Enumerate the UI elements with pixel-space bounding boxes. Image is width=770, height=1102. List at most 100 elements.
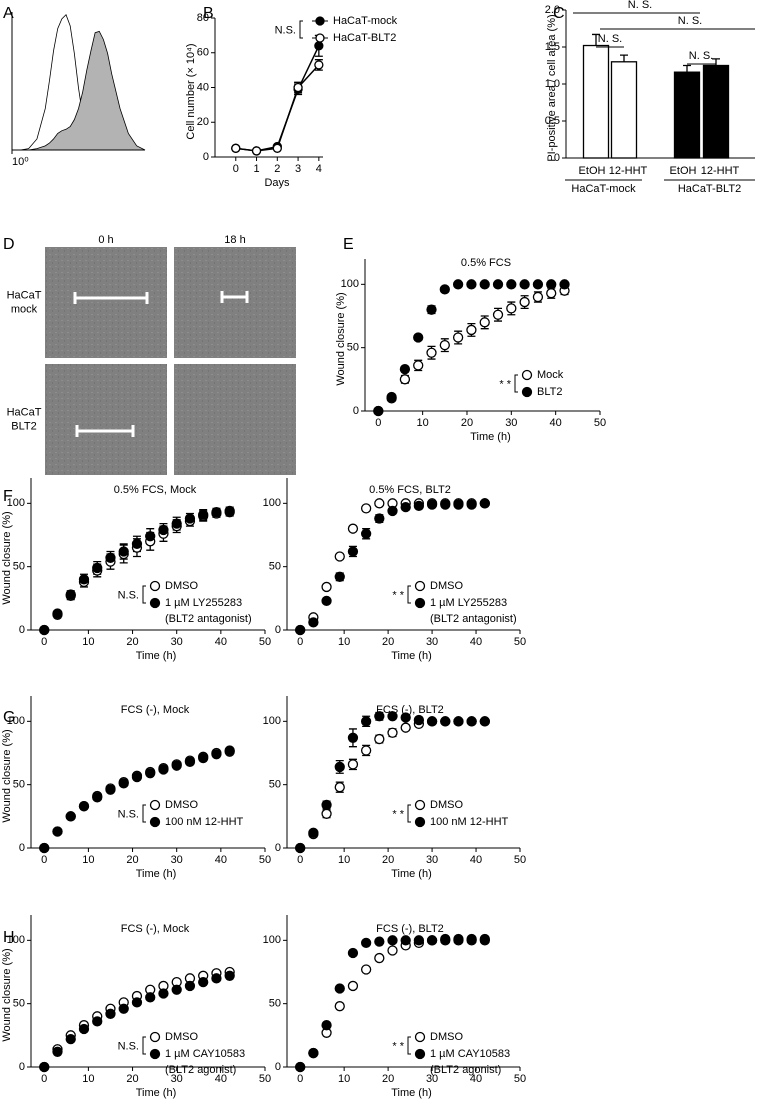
x-tick-label: 20 (382, 1073, 394, 1085)
y-tick-label: 50 (269, 998, 281, 1010)
comparison-label: N. S. (628, 0, 652, 11)
y-tick-label: 100 (263, 497, 281, 509)
x-tick-label: 20 (461, 417, 473, 429)
data-point (532, 291, 544, 303)
row-label: HaCaT (7, 289, 42, 301)
data-point (413, 935, 425, 946)
x-axis-label: Time (h) (391, 868, 432, 880)
data-point (479, 498, 490, 509)
y-tick-label: 0 (19, 624, 25, 636)
y-tick-label: 0 (19, 1061, 25, 1073)
x-tick-label: 50 (259, 1073, 271, 1085)
x-tick-label: 10 (338, 636, 350, 648)
data-point (453, 499, 464, 510)
data-point (321, 581, 332, 593)
data-point (314, 60, 324, 70)
data-point (105, 552, 116, 563)
x-tick-label: 30 (426, 854, 438, 866)
data-point (65, 811, 76, 822)
scale-bar (220, 291, 249, 303)
legend-label: 100 nM 12-HHT (165, 816, 244, 828)
x-axis-label: Time (h) (136, 650, 177, 662)
data-point (171, 760, 182, 771)
data-point (65, 1033, 76, 1045)
legend-marker (149, 799, 161, 811)
data-point (334, 571, 345, 582)
scale-bar (73, 292, 149, 304)
y-tick-label: 0 (275, 1061, 281, 1073)
data-point (399, 374, 411, 385)
x-tick-label: 20 (126, 1073, 138, 1085)
x-tick-label: 20 (126, 854, 138, 866)
data-point (399, 364, 411, 375)
histogram-curve (12, 30, 146, 151)
y-axis-label: Cell number (× 10⁴) (185, 43, 197, 139)
data-point (78, 801, 90, 812)
legend-bracket (142, 804, 146, 823)
x-tick-label: 30 (505, 417, 517, 429)
chart-title: FCS (-), Mock (121, 923, 190, 935)
data-point (532, 279, 544, 290)
x-tick-label: 40 (215, 1073, 227, 1085)
x-tick-label: 0 (375, 417, 381, 429)
data-point (224, 970, 235, 981)
x-axis-label: Time (h) (136, 868, 177, 880)
significance: * * (392, 589, 404, 601)
category-label: EtOH (670, 165, 697, 177)
y-tick-label: 100 (263, 715, 281, 727)
data-point (426, 716, 438, 727)
data-point (321, 799, 332, 811)
data-point (386, 391, 397, 403)
legend-marker (414, 1031, 426, 1043)
data-point (145, 531, 156, 542)
chart-title: 0.5% FCS (461, 257, 511, 269)
legend-marker (315, 33, 325, 43)
legend-label: DMSO (430, 799, 463, 811)
legend-note: (BLT2 agonist) (165, 1064, 236, 1076)
micrograph (174, 364, 296, 475)
x-axis-label: Time (h) (470, 431, 511, 443)
panel-letter: A (3, 5, 14, 22)
significance: N.S. (118, 589, 139, 601)
x-axis-label: Time (h) (391, 650, 432, 662)
y-axis-label: Wound closure (%) (1, 729, 13, 822)
data-point (413, 332, 424, 343)
data-point (334, 551, 345, 562)
data-point (118, 1003, 129, 1014)
bar (582, 44, 610, 159)
error-bar (620, 54, 628, 62)
x-tick-label: 40 (215, 854, 227, 866)
legend-bracket (514, 374, 518, 393)
comparison-label: N. S. (678, 15, 702, 27)
data-point (374, 952, 385, 964)
data-point (198, 752, 209, 764)
y-tick-label: 50 (13, 561, 25, 573)
data-point (224, 745, 235, 756)
legend-bracket (407, 804, 411, 823)
panel-letter: G (3, 709, 15, 726)
data-point (373, 405, 384, 417)
y-tick-label: 1.0 (545, 78, 560, 90)
significance: * * (392, 808, 404, 820)
data-point (92, 562, 103, 574)
x-tick-label: 10 (338, 1073, 350, 1085)
y-tick-label: 20 (197, 116, 209, 128)
data-point (466, 716, 477, 727)
group-label: HaCaT-mock (571, 183, 636, 195)
category-label: 12-HHT (609, 165, 648, 177)
data-point (251, 146, 262, 156)
data-point (439, 339, 450, 351)
y-tick-label: 50 (13, 779, 25, 791)
data-point (92, 792, 103, 803)
data-point (198, 976, 209, 988)
significance: * * (392, 1040, 404, 1052)
significance: N.S. (118, 1040, 139, 1052)
data-point (360, 745, 372, 756)
data-point (466, 499, 477, 510)
data-point (105, 784, 116, 795)
chart-title: FCS (-), BLT2 (376, 704, 444, 716)
data-point (360, 964, 372, 975)
data-point (479, 317, 490, 328)
y-tick-label: 1.5 (545, 41, 560, 53)
x-tick-label: 2 (274, 163, 280, 175)
